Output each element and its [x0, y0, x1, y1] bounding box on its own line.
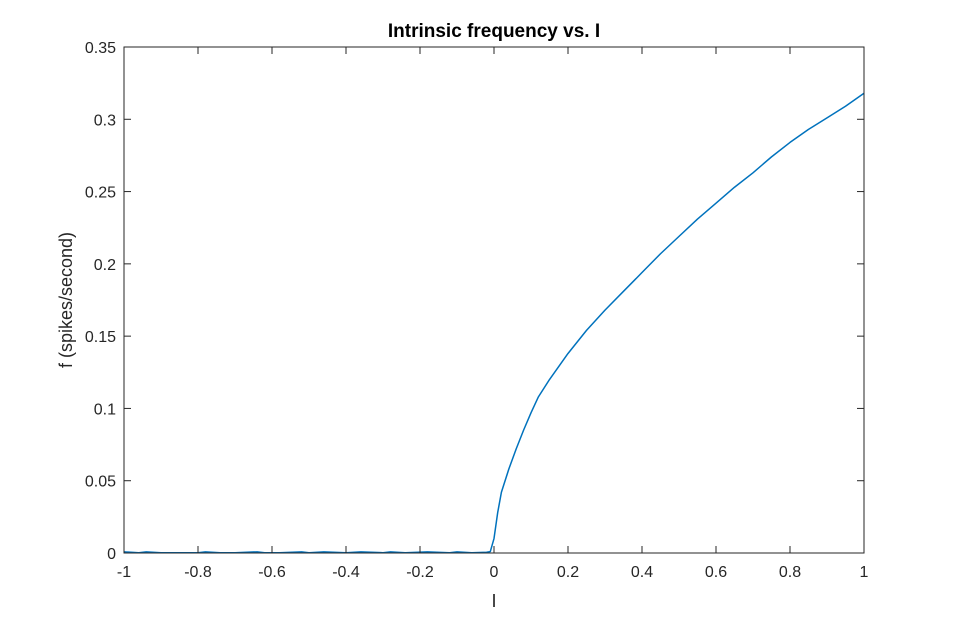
- x-tick-label: 1: [860, 564, 869, 581]
- x-tick-label: -0.2: [406, 564, 434, 581]
- plot-area: [124, 47, 864, 553]
- x-axis-label: I: [491, 591, 496, 611]
- x-tick-label: 0.4: [631, 564, 653, 581]
- y-tick-label: 0.1: [94, 401, 116, 418]
- x-tick-label: -0.8: [184, 564, 212, 581]
- y-ticks: 0 0.05 0.1 0.15 0.2 0.25 0.3 0.35: [85, 40, 864, 563]
- x-tick-label: 0: [490, 564, 499, 581]
- x-tick-label: 0.6: [705, 564, 727, 581]
- x-ticks: -1 -0.8 -0.6 -0.4 -0.2 0 0.2 0.4 0.6 0.8 1: [117, 47, 869, 581]
- x-tick-label: -1: [117, 564, 131, 581]
- y-tick-label: 0.25: [85, 185, 116, 202]
- y-tick-label: 0.05: [85, 474, 116, 491]
- y-tick-label: 0.3: [94, 112, 116, 129]
- x-tick-label: 0.2: [557, 564, 579, 581]
- y-tick-label: 0.35: [85, 40, 116, 57]
- x-tick-label: 0.8: [779, 564, 801, 581]
- y-tick-label: 0.15: [85, 329, 116, 346]
- y-tick-label: 0: [107, 546, 116, 563]
- series-layer: [123, 92, 865, 554]
- y-axis-label: f (spikes/second): [56, 232, 76, 368]
- x-tick-label: -0.6: [258, 564, 286, 581]
- y-tick-label: 0.2: [94, 257, 116, 274]
- x-tick-label: -0.4: [332, 564, 360, 581]
- chart-title: Intrinsic frequency vs. I: [388, 21, 600, 42]
- series-line: [123, 92, 865, 554]
